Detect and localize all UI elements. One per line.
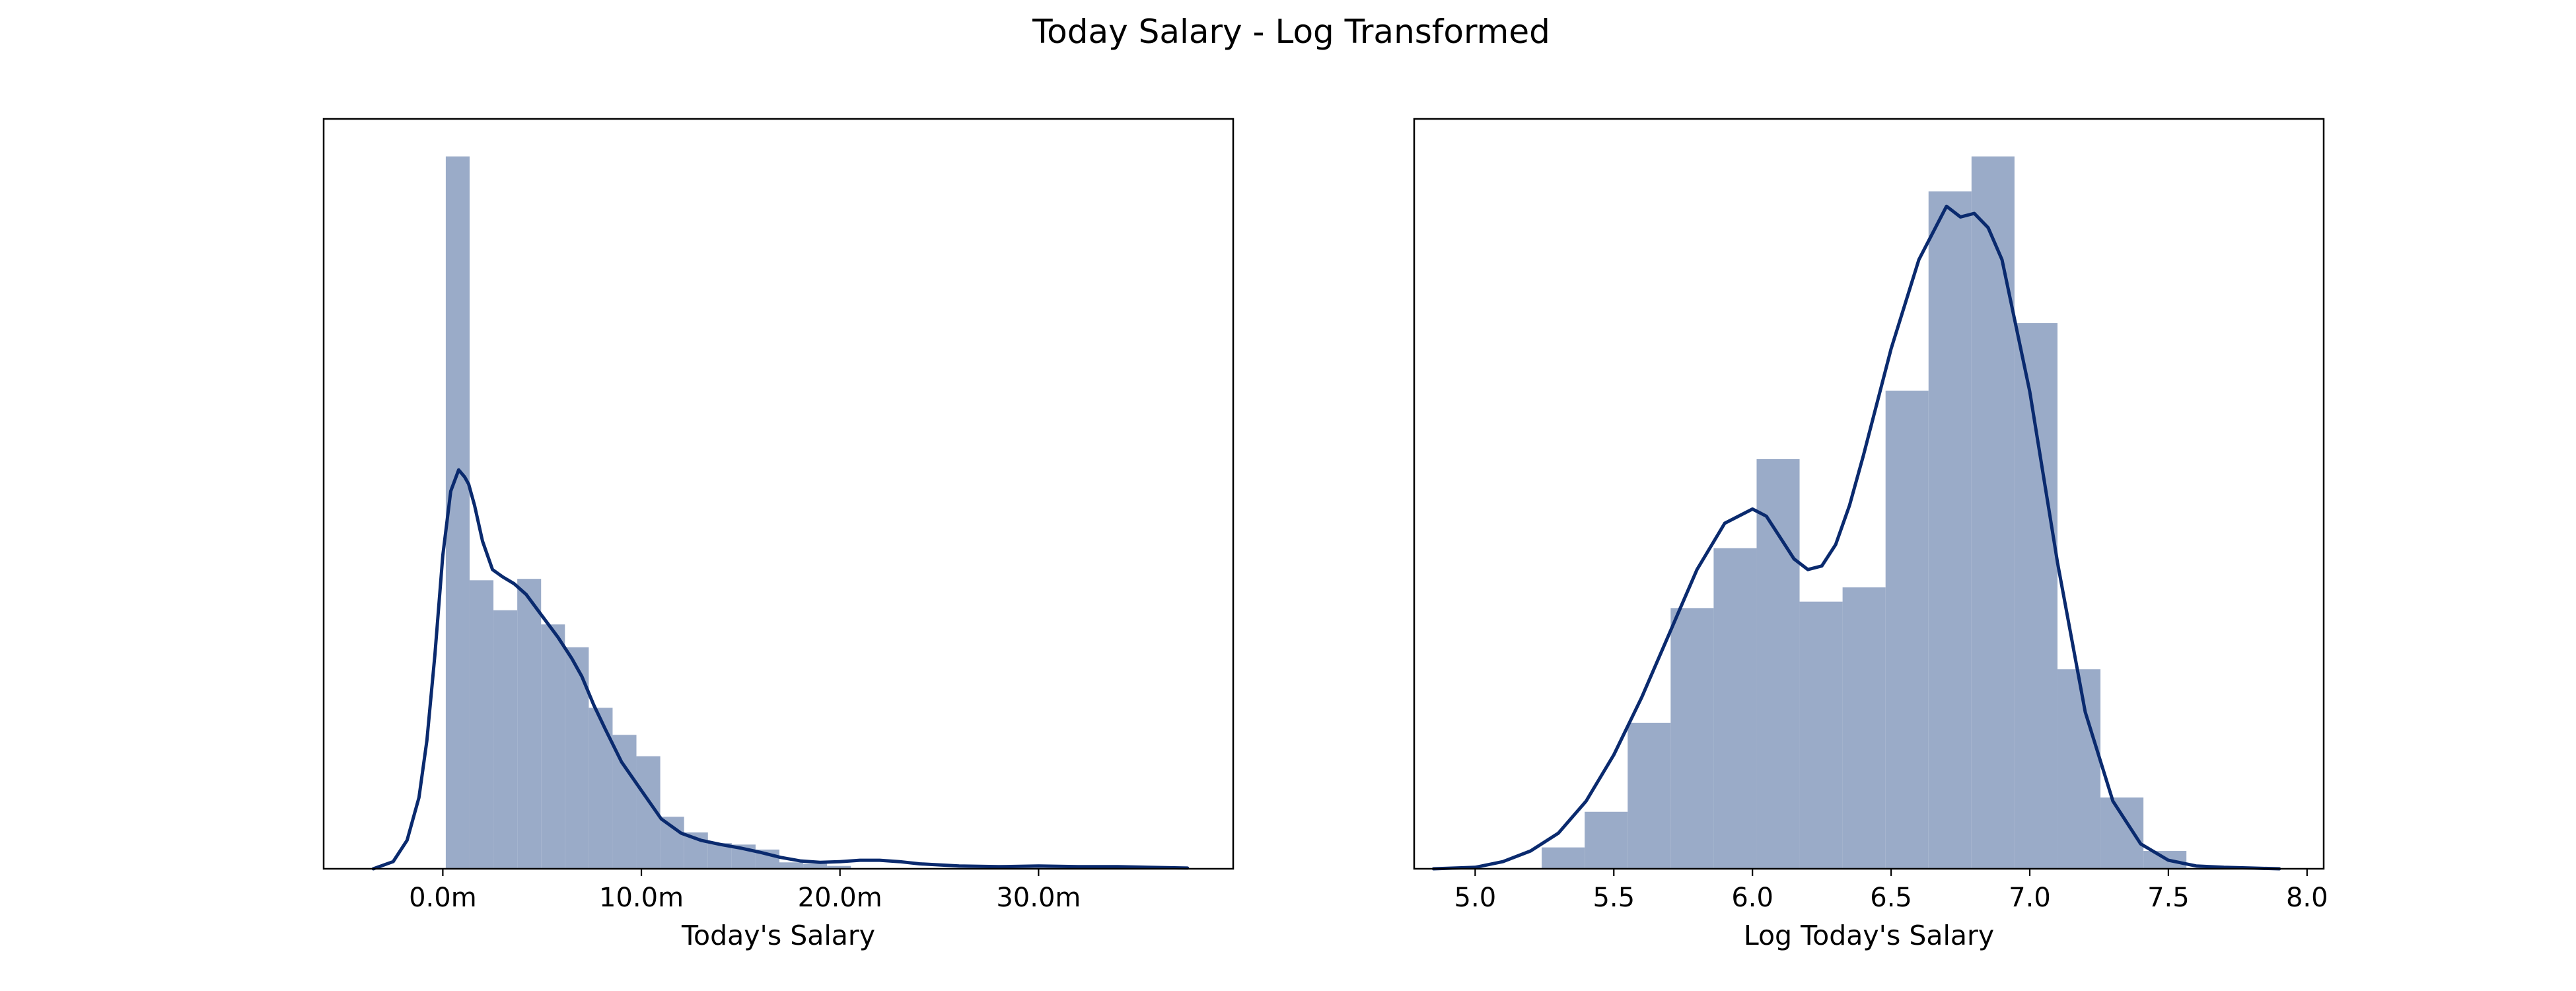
axes-frame (322, 118, 1234, 870)
x-tick-label: 7.0 (2009, 883, 2051, 913)
histogram-bar (612, 735, 637, 869)
x-tick-label: 5.0 (1454, 883, 1497, 913)
histogram-bar (2014, 323, 2057, 869)
x-tick-label: 30.0m (996, 883, 1081, 913)
x-tick-label: 7.5 (2147, 883, 2190, 913)
histogram-bar (779, 862, 804, 869)
histogram-bar (1756, 459, 1800, 869)
histogram-bar (1971, 156, 2015, 869)
x-tick-label: 5.5 (1592, 883, 1635, 913)
histogram-bar (1928, 191, 1972, 869)
x-tick-label: 6.0 (1731, 883, 1773, 913)
x-axis-label: Today's Salary (681, 920, 875, 951)
histogram-bar (1713, 548, 1757, 869)
histogram-bar (2100, 797, 2144, 869)
histogram-bar (2057, 669, 2101, 869)
x-tick-label: 8.0 (2286, 883, 2328, 913)
x-tick-label: 20.0m (798, 883, 882, 913)
log-salary-histogram-panel: 5.0 5.5 6.0 6.5 7.0 7.5 8.0 Log Today's Salary (1413, 118, 2328, 951)
histogram-bar (1628, 722, 1671, 869)
histogram-bar (660, 817, 684, 869)
histogram-bar (541, 624, 565, 869)
x-tick-label: 0.0m (409, 883, 477, 913)
histogram-bar (517, 579, 542, 869)
salary-histogram-panel: 0.0m 10.0m 20.0m 30.0m Today's Salary (322, 118, 1234, 951)
x-axis-label: Log Today's Salary (1744, 920, 1994, 951)
kde-curve (1431, 204, 2281, 871)
figure-title: Today Salary - Log Transformed (1032, 13, 1550, 51)
histogram-bar (1885, 390, 1929, 869)
histogram-bar (827, 865, 851, 869)
histogram-bar (803, 863, 828, 869)
histogram-bar (1842, 587, 1886, 869)
histogram-bar (1585, 811, 1628, 869)
histogram-bar (1542, 847, 1585, 869)
histogram-bar (493, 610, 518, 869)
histogram-bar (1799, 601, 1843, 869)
axes-frame (1413, 118, 2325, 870)
x-tick-label: 6.5 (1870, 883, 1912, 913)
kde-curve (371, 468, 1190, 871)
histogram-bar (469, 580, 494, 869)
histogram-bar (589, 708, 613, 869)
histogram-bar (1670, 608, 1714, 869)
x-tick-label: 10.0m (599, 883, 684, 913)
